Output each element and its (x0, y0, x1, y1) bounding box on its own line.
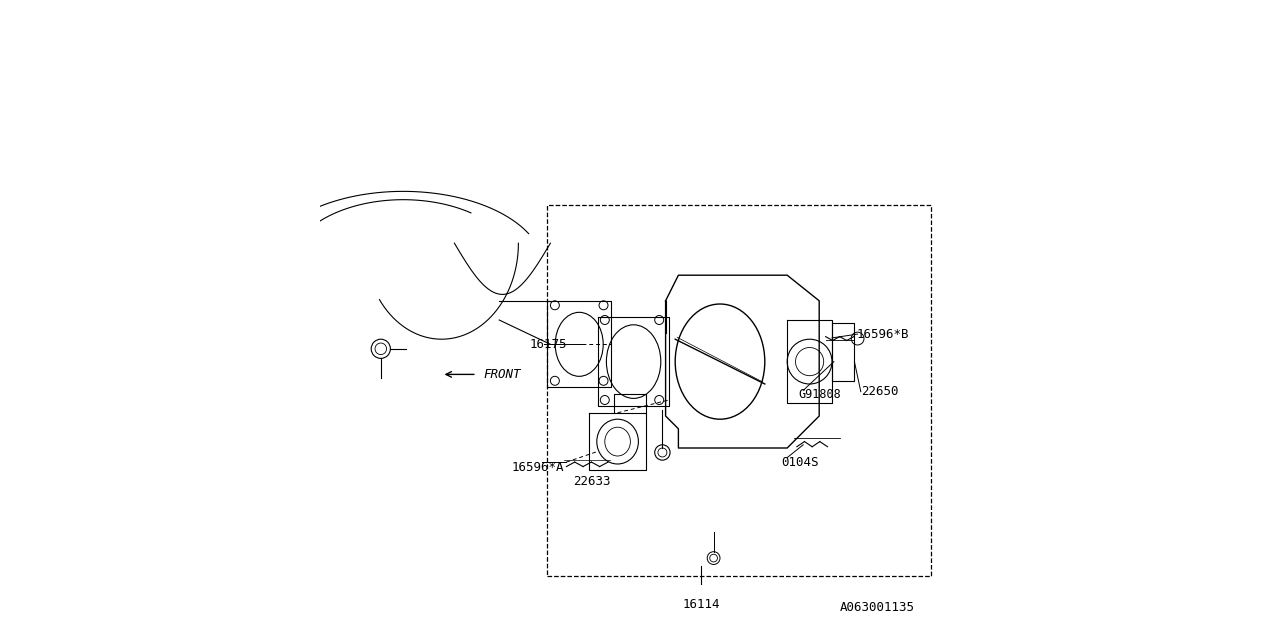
Bar (548, 205, 932, 576)
Text: 16596*A: 16596*A (512, 461, 564, 474)
Text: G91808: G91808 (799, 388, 841, 401)
Text: 16596*B: 16596*B (856, 328, 909, 340)
Text: 16175: 16175 (530, 338, 567, 351)
Text: A063001135: A063001135 (840, 602, 915, 614)
Text: FRONT: FRONT (484, 368, 521, 381)
Text: 16114: 16114 (682, 598, 719, 611)
Text: 22650: 22650 (860, 385, 899, 398)
Text: 22633: 22633 (573, 475, 611, 488)
Text: 0104S: 0104S (781, 456, 818, 468)
